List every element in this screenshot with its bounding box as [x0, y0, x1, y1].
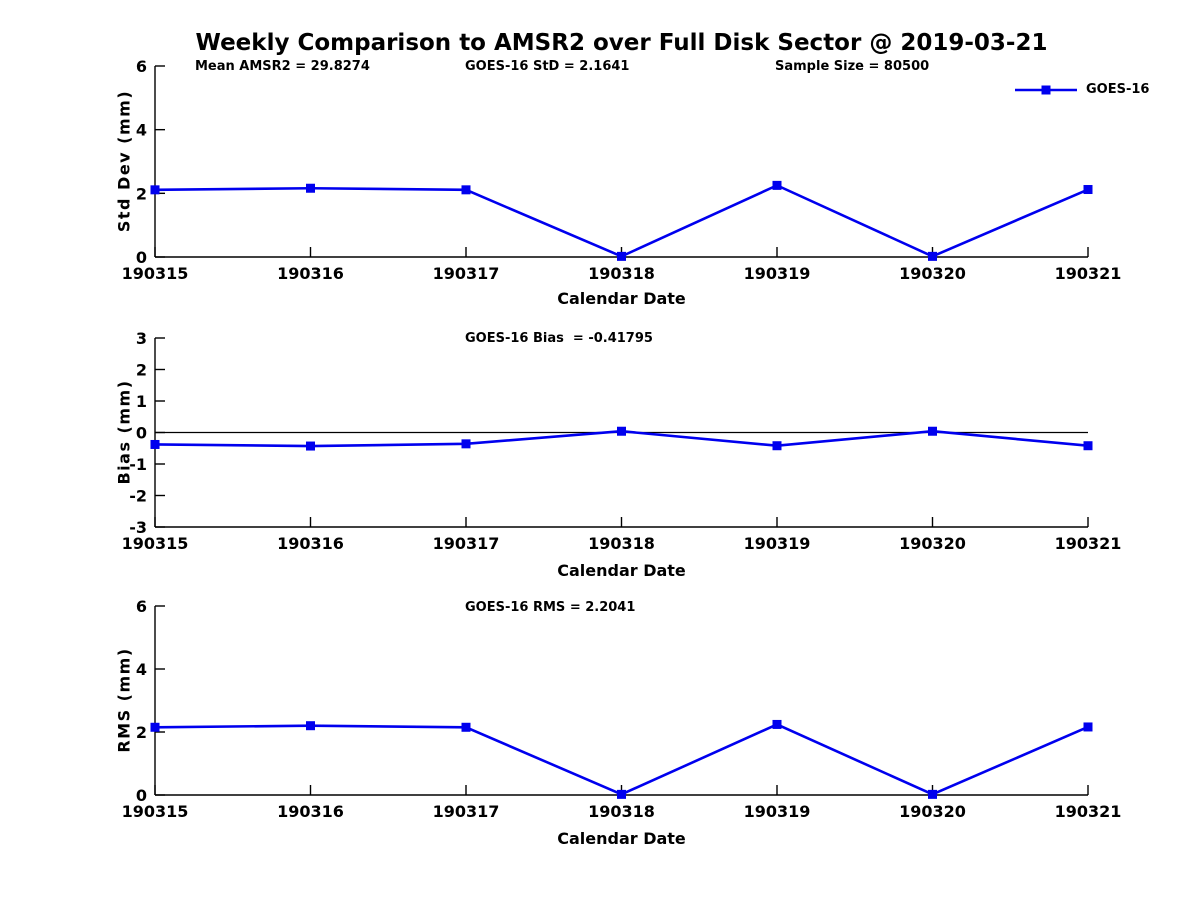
data-point-marker: [928, 789, 937, 799]
data-line: [154, 183, 1089, 258]
x-tick-label: 190320: [899, 802, 966, 821]
x-tick-label: 190317: [433, 534, 500, 553]
chart-title: Weekly Comparison to AMSR2 over Full Dis…: [195, 30, 1048, 56]
y-tick-label: 1: [136, 392, 147, 411]
x-axis-label-1: Calendar Date: [557, 289, 686, 308]
legend-label: GOES-16: [1086, 82, 1150, 97]
data-point-marker: [928, 251, 937, 261]
x-axis-label-2: Calendar Date: [557, 561, 686, 580]
y-tick-label: 2: [136, 184, 147, 203]
data-point-marker: [461, 722, 471, 732]
x-tick-label: 190318: [588, 264, 655, 283]
data-point-marker: [150, 185, 160, 195]
data-point-marker: [617, 426, 626, 436]
annotation-goes16-bias: GOES-16 Bias = -0.41795: [465, 331, 653, 346]
annotation-mean-amsr2: Mean AMSR2 = 29.8274: [195, 59, 370, 74]
y-tick-label: 4: [136, 660, 147, 679]
y-tick-label: 2: [136, 361, 147, 380]
y-tick-label: 0: [136, 786, 147, 805]
data-line: [154, 723, 1089, 796]
x-tick-label: 190319: [744, 802, 811, 821]
data-point-marker: [306, 721, 315, 731]
data-point-marker: [1083, 722, 1093, 732]
y-tick-label: 2: [136, 723, 147, 742]
data-point-marker: [1083, 441, 1093, 451]
x-axis-label-3: Calendar Date: [557, 829, 686, 848]
x-tick-label: 190318: [588, 802, 655, 821]
x-tick-label: 190316: [277, 802, 344, 821]
data-point-marker: [772, 180, 782, 190]
x-tick-label: 190319: [744, 534, 811, 553]
x-tick-label: 190317: [433, 264, 500, 283]
x-tick-label: 190321: [1055, 802, 1122, 821]
x-tick-label: 190316: [277, 264, 344, 283]
y-tick-label: 4: [136, 121, 147, 140]
x-tick-label: 190315: [122, 264, 189, 283]
data-point-marker: [306, 441, 315, 451]
data-point-marker: [306, 183, 315, 193]
annotation-goes16-rms: GOES-16 RMS = 2.2041: [465, 600, 636, 615]
data-point-marker: [1083, 185, 1093, 195]
annotation-sample-size: Sample Size = 80500: [775, 59, 930, 74]
x-tick-label: 190320: [899, 534, 966, 553]
y-tick-label: 0: [136, 424, 147, 443]
y-tick-label: 6: [136, 57, 147, 76]
x-tick-label: 190319: [744, 264, 811, 283]
x-tick-label: 190316: [277, 534, 344, 553]
data-point-marker: [772, 441, 782, 451]
data-point-marker: [150, 439, 160, 449]
y-tick-label: 3: [136, 329, 147, 348]
y-tick-label: -1: [129, 455, 147, 474]
y-tick-label: -2: [129, 487, 147, 506]
x-tick-label: 190320: [899, 264, 966, 283]
data-point-marker: [772, 719, 782, 729]
data-point-marker: [928, 426, 937, 436]
data-point-marker: [461, 439, 471, 449]
data-point-marker: [617, 789, 626, 799]
y-tick-label: -3: [129, 518, 147, 537]
legend: GOES-16: [1013, 82, 1149, 97]
x-tick-label: 190318: [588, 534, 655, 553]
data-point-marker: [617, 251, 626, 261]
legend-marker-icon: [1041, 85, 1051, 94]
annotation-goes16-std: GOES-16 StD = 2.1641: [465, 59, 630, 74]
y-tick-label: 0: [136, 248, 147, 267]
x-tick-label: 190321: [1055, 534, 1122, 553]
x-tick-label: 190321: [1055, 264, 1122, 283]
x-tick-label: 190315: [122, 802, 189, 821]
data-point-marker: [461, 185, 471, 195]
y-tick-label: 6: [136, 597, 147, 616]
x-tick-label: 190315: [122, 534, 189, 553]
data-point-marker: [150, 722, 160, 732]
legend-line-sample: [1015, 85, 1077, 94]
x-tick-label: 190317: [433, 802, 500, 821]
